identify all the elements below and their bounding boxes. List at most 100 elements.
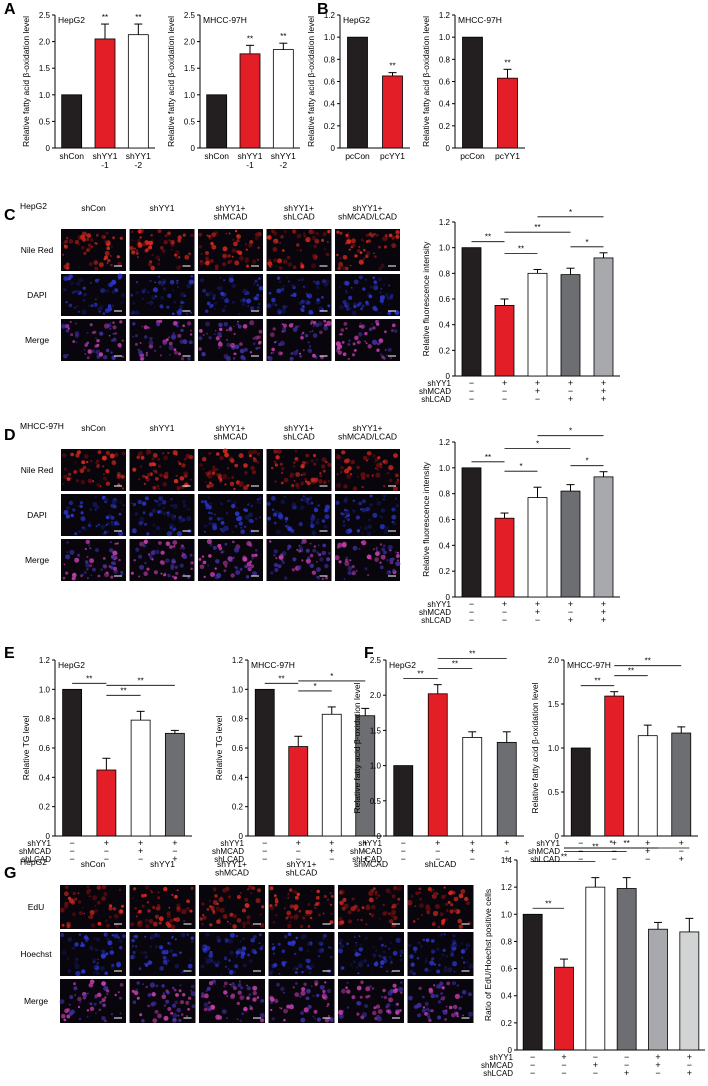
cell-dot	[338, 333, 341, 336]
cell-dot	[287, 923, 292, 929]
cell-dot	[61, 1013, 66, 1019]
cell-dot	[90, 574, 93, 577]
cell-dot	[298, 544, 301, 547]
cell-dot	[200, 253, 203, 256]
cell-dot	[339, 231, 343, 235]
cell-dot	[206, 484, 211, 489]
cell-dot	[352, 545, 358, 551]
y-tick-label: 0.5	[548, 788, 560, 797]
cell-dot	[146, 901, 149, 904]
cell-dot	[89, 945, 92, 948]
cell-dot	[199, 278, 204, 283]
cell-dot	[106, 923, 110, 928]
cell-dot	[283, 1018, 286, 1022]
cell-dot	[322, 469, 326, 473]
cell-dot	[103, 891, 108, 897]
cell-dot	[252, 259, 257, 264]
y-tick-label: 1.0	[370, 762, 382, 771]
cell-dot	[336, 253, 339, 257]
cell-dot	[186, 516, 192, 522]
cell-dot	[385, 888, 391, 893]
cell-dot	[395, 551, 397, 554]
cell-dot	[160, 246, 164, 250]
condition-sign: −	[645, 854, 650, 864]
cell-dot	[366, 531, 372, 537]
cell-dot	[344, 508, 347, 512]
column-label: shCon	[81, 859, 106, 869]
cell-dot	[130, 293, 134, 297]
cell-dot	[304, 969, 307, 972]
cell-dot	[342, 520, 346, 523]
cell-dot	[312, 995, 315, 997]
cell-dot	[296, 349, 299, 352]
cell-dot	[81, 969, 86, 974]
cell-dot	[180, 328, 184, 333]
cell-dot	[180, 357, 185, 361]
cell-dot	[92, 480, 95, 483]
condition-label: shYY1	[27, 839, 51, 848]
cell-dot	[256, 499, 262, 505]
cell-dot	[95, 337, 97, 340]
cell-dot	[318, 955, 320, 958]
cell-dot	[230, 458, 235, 463]
cell-dot	[338, 948, 344, 954]
cell-dot	[321, 238, 325, 242]
cell-dot	[254, 235, 259, 241]
cell-dot	[306, 965, 310, 969]
cell-dot	[148, 300, 154, 306]
cell-dot	[426, 1012, 431, 1017]
cell-dot	[203, 993, 209, 999]
cell-dot	[121, 355, 125, 358]
cell-dot	[303, 234, 307, 238]
cell-dot	[382, 494, 386, 498]
cell-line-label: MHCC-97H	[20, 421, 64, 431]
cell-dot	[300, 990, 306, 996]
y-tick-label: 0	[446, 144, 451, 153]
cell-dot	[269, 905, 275, 911]
cell-dot	[296, 548, 299, 551]
cell-dot	[213, 961, 217, 965]
cell-dot	[342, 1009, 345, 1013]
cell-dot	[132, 935, 136, 938]
condition-sign: +	[645, 846, 650, 856]
cell-dot	[228, 327, 233, 332]
cell-dot	[227, 895, 232, 899]
cell-dot	[236, 506, 239, 509]
cell-dot	[161, 984, 165, 988]
cell-dot	[162, 955, 167, 960]
cell-dot	[344, 510, 350, 516]
cell-dot	[284, 576, 288, 580]
cell-dot	[180, 292, 186, 298]
bar	[616, 888, 637, 1051]
y-tick-label: 0	[46, 144, 51, 153]
cell-dot	[65, 324, 70, 329]
cell-dot	[190, 936, 194, 940]
cell-dot	[354, 952, 360, 957]
cell-dot	[139, 516, 145, 522]
cell-dot	[82, 526, 87, 531]
cell-dot	[356, 1001, 362, 1006]
bar	[382, 75, 403, 149]
cell-dot	[152, 485, 157, 490]
cell-dot	[243, 508, 247, 512]
cell-dot	[135, 252, 139, 255]
micrograph-tile	[268, 885, 335, 929]
cell-dot	[85, 562, 91, 568]
cell-dot	[253, 950, 257, 955]
cell-dot	[342, 254, 348, 260]
cell-dot	[175, 917, 181, 923]
cell-dot	[400, 981, 403, 984]
y-tick-label: 2.0	[548, 656, 560, 665]
cell-dot	[198, 245, 203, 249]
bar	[648, 928, 668, 1051]
cell-dot	[345, 528, 351, 535]
cell-dot	[289, 920, 292, 923]
cell-dot	[441, 894, 446, 900]
cell-dot	[251, 557, 254, 560]
cell-dot	[303, 1007, 309, 1013]
cell-dot	[63, 288, 67, 292]
cell-dot	[356, 1012, 360, 1016]
cell-dot	[234, 964, 239, 969]
y-tick-label: 0.8	[39, 715, 51, 724]
cell-dot	[113, 933, 119, 939]
